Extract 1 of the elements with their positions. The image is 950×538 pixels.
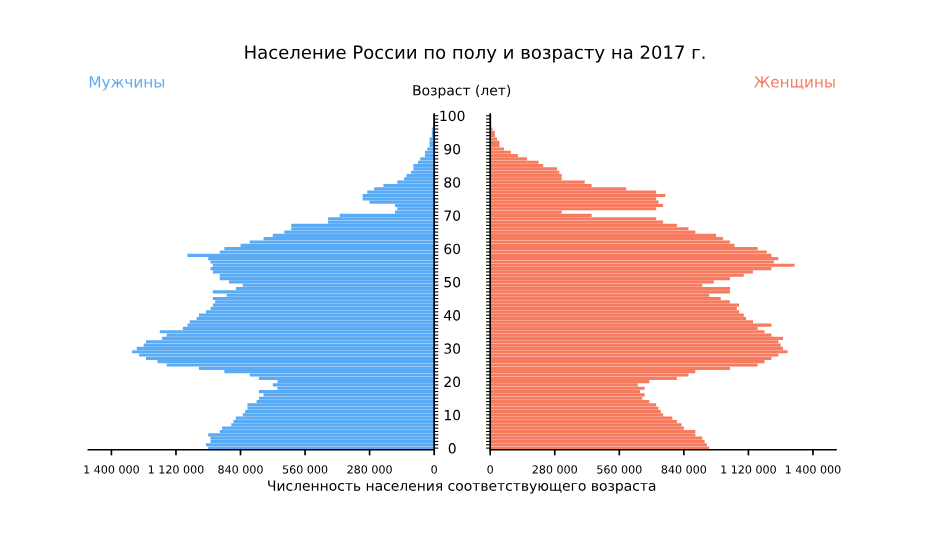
text: Население России по полу и возрасту на 2017 г. [245,45,705,63]
